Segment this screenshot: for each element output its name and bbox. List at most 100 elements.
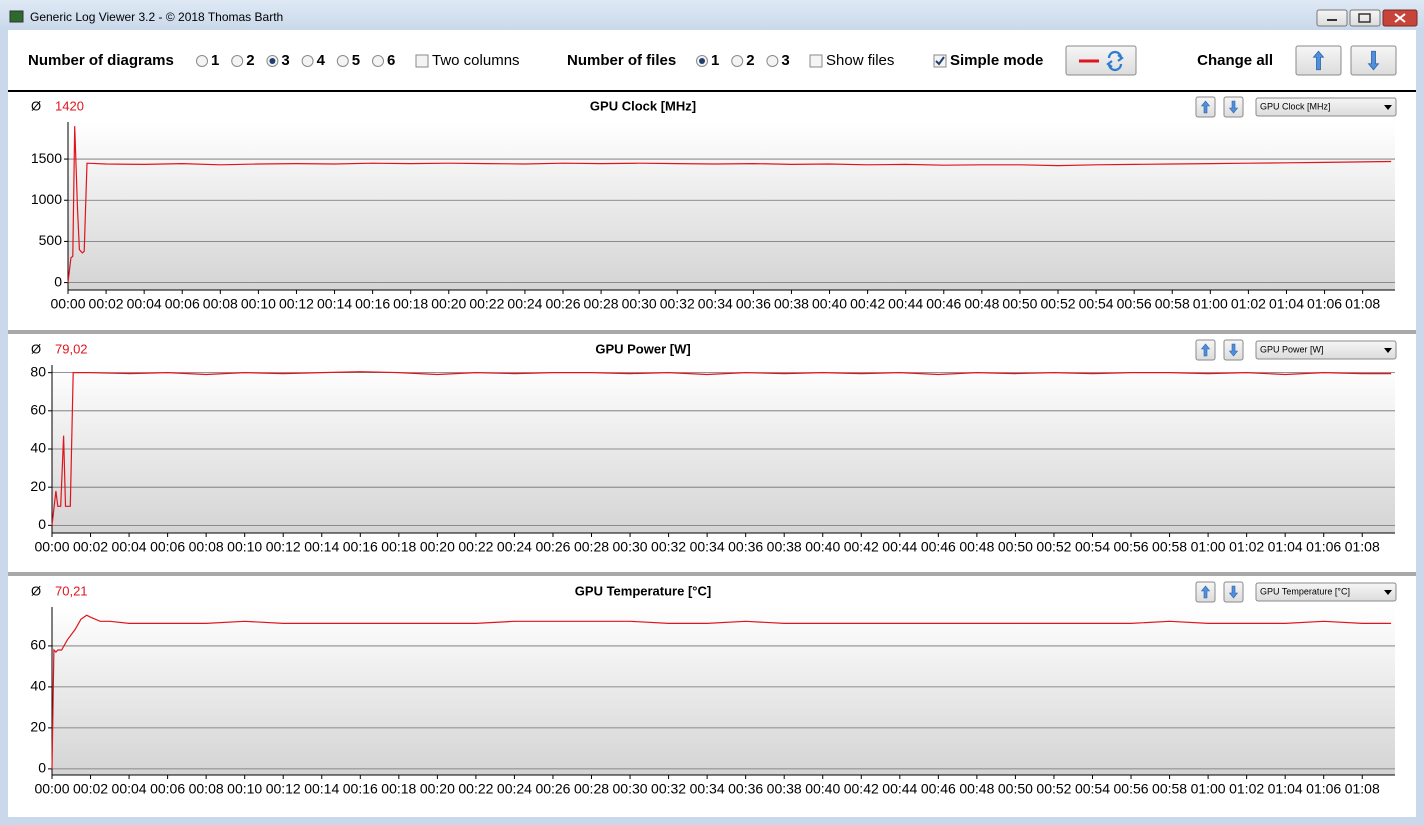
window-title: Generic Log Viewer 3.2 - © 2018 Thomas B… — [30, 10, 283, 24]
x-tick-label: 00:06 — [165, 296, 200, 312]
arrow-icon — [1200, 585, 1211, 599]
x-tick-label: 00:24 — [507, 296, 542, 312]
arrow-icon — [1228, 100, 1239, 114]
y-tick-label: 20 — [30, 719, 46, 735]
color-refresh-button[interactable] — [1065, 45, 1137, 76]
radio-button[interactable] — [336, 55, 349, 67]
x-tick-label: 00:48 — [959, 781, 994, 797]
dropdown-text: GPU Power [W] — [1260, 344, 1324, 354]
channel-dropdown[interactable]: GPU Temperature [°C] — [1255, 582, 1397, 602]
checkbox-label: Two columns — [432, 52, 520, 69]
change-all-label: Change all — [1197, 52, 1273, 69]
x-tick-label: 00:30 — [622, 296, 657, 312]
x-tick-label: 00:56 — [1114, 539, 1149, 555]
close-icon — [1394, 13, 1406, 23]
radio-button[interactable] — [231, 55, 244, 67]
radio-dot — [269, 58, 276, 64]
radio-button[interactable] — [766, 55, 779, 67]
x-tick-label: 00:48 — [964, 296, 999, 312]
x-tick-label: 00:38 — [767, 781, 802, 797]
x-tick-label: 00:58 — [1152, 539, 1187, 555]
radio-button[interactable] — [301, 55, 314, 67]
app-icon — [9, 10, 24, 23]
x-tick-label: 00:16 — [355, 296, 390, 312]
panel-separator — [8, 330, 1416, 334]
checkbox[interactable] — [809, 54, 823, 68]
maximize-button[interactable] — [1349, 9, 1381, 27]
average-symbol: Ø — [31, 98, 41, 113]
x-tick-label: 00:32 — [651, 781, 686, 797]
x-tick-label: 00:46 — [921, 781, 956, 797]
y-tick-label: 40 — [30, 440, 46, 456]
x-tick-label: 00:18 — [381, 539, 416, 555]
x-tick-label: 00:50 — [998, 781, 1033, 797]
x-tick-label: 00:08 — [189, 539, 224, 555]
x-tick-label: 00:44 — [888, 296, 923, 312]
radio-label: 6 — [387, 52, 395, 69]
x-tick-label: 00:28 — [574, 781, 609, 797]
arrow-icon — [1367, 50, 1380, 71]
x-tick-label: 00:36 — [736, 296, 771, 312]
diagram-panel: Ø 79,02 GPU Power [W] GPU Power [W] 0 20 40 60 8… — [8, 330, 1416, 555]
x-tick-label: 00:38 — [774, 296, 809, 312]
average-value: 79,02 — [55, 341, 88, 356]
y-tick-label: 500 — [39, 232, 63, 248]
move-all-down-button[interactable] — [1350, 45, 1397, 76]
x-tick-label: 00:18 — [393, 296, 428, 312]
x-tick-label: 01:04 — [1268, 781, 1303, 797]
dropdown-box — [1255, 340, 1397, 360]
x-tick-label: 00:42 — [844, 539, 879, 555]
x-tick-label: 00:02 — [89, 296, 124, 312]
x-tick-label: 00:00 — [34, 539, 69, 555]
dropdown-box — [1255, 582, 1397, 602]
x-tick-label: 01:06 — [1306, 781, 1341, 797]
x-tick-label: 01:04 — [1269, 296, 1304, 312]
move-down-button[interactable] — [1223, 96, 1244, 118]
x-tick-label: 00:04 — [127, 296, 162, 312]
move-up-button[interactable] — [1195, 339, 1216, 361]
minimize-button[interactable] — [1316, 9, 1348, 27]
dropdown-arrow — [1384, 590, 1392, 595]
move-all-up-button[interactable] — [1295, 45, 1342, 76]
radio-button[interactable] — [731, 55, 744, 67]
channel-dropdown[interactable]: GPU Power [W] — [1255, 340, 1397, 360]
x-tick-label: 00:36 — [728, 781, 763, 797]
x-tick-label: 00:44 — [882, 781, 917, 797]
checkbox[interactable] — [415, 54, 429, 68]
x-tick-label: 00:24 — [497, 539, 532, 555]
x-tick-label: 00:36 — [728, 539, 763, 555]
radio-button[interactable] — [372, 55, 384, 67]
x-tick-label: 00:14 — [304, 539, 339, 555]
move-up-button[interactable] — [1195, 96, 1216, 118]
y-tick-label: 80 — [30, 363, 46, 379]
x-tick-label: 00:22 — [469, 296, 504, 312]
x-tick-label: 00:08 — [203, 296, 238, 312]
x-tick-label: 00:10 — [227, 539, 262, 555]
radio-label: 3 — [781, 52, 789, 69]
move-down-button[interactable] — [1223, 339, 1244, 361]
x-tick-label: 00:20 — [420, 539, 455, 555]
x-tick-label: 00:58 — [1152, 781, 1187, 797]
x-tick-label: 00:38 — [767, 539, 802, 555]
x-tick-label: 00:04 — [112, 539, 147, 555]
x-tick-label: 00:12 — [279, 296, 314, 312]
arrow-icon — [1228, 585, 1239, 599]
x-tick-label: 00:52 — [1040, 296, 1075, 312]
channel-dropdown[interactable]: GPU Clock [MHz] — [1255, 97, 1397, 117]
x-tick-label: 00:34 — [698, 296, 733, 312]
x-tick-label: 00:52 — [1036, 781, 1071, 797]
radio-label: 4 — [317, 52, 326, 69]
radio-button[interactable] — [196, 55, 208, 67]
x-tick-label: 00:56 — [1114, 781, 1149, 797]
x-tick-label: 00:22 — [458, 539, 493, 555]
x-tick-label: 00:48 — [959, 539, 994, 555]
y-tick-label: 0 — [54, 273, 62, 289]
arrow-icon — [1200, 100, 1211, 114]
diagrams-label: Number of diagrams — [28, 52, 174, 69]
x-tick-label: 00:06 — [150, 781, 185, 797]
move-down-button[interactable] — [1223, 581, 1244, 603]
move-up-button[interactable] — [1195, 581, 1216, 603]
x-tick-label: 00:40 — [805, 539, 840, 555]
y-tick-label: 60 — [30, 402, 46, 418]
